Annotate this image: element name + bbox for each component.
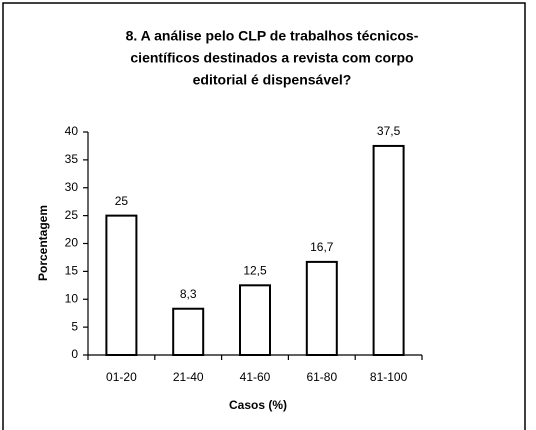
data-label: 37,5 [377,124,401,138]
data-label: 25 [115,194,129,208]
chart-title: editorial é dispensável? [193,72,352,88]
data-label: 12,5 [243,263,267,277]
x-tick-label: 01-20 [106,370,137,384]
x-axis-title: Casos (%) [229,398,287,412]
bar [239,284,271,356]
chart-frame [2,2,526,430]
bar [172,307,205,357]
data-label: 8,3 [180,287,197,301]
y-tick-label: 40 [65,124,79,138]
y-tick-label: 10 [65,291,79,305]
y-tick-label: 30 [65,180,79,194]
x-tick-label: 41-60 [240,370,271,384]
chart-title: científicos destinados a revista com cor… [130,50,413,66]
x-tick-label: 21-40 [173,370,204,384]
x-tick-label: 61-80 [306,370,337,384]
bar [105,214,138,356]
y-tick-label: 5 [71,319,78,333]
chart-title: 8. A análise pelo CLP de trabalhos técni… [126,28,419,44]
y-tick-label: 35 [65,152,79,166]
data-label: 16,7 [310,240,334,254]
x-tick-label: 81-100 [370,370,408,384]
y-tick-label: 0 [71,347,78,361]
y-tick-label: 15 [65,264,79,278]
bar [372,144,405,356]
y-tick-label: 25 [65,208,79,222]
y-axis-title: Porcentagem [36,205,50,281]
y-tick-label: 20 [65,236,79,250]
bar [305,260,338,356]
